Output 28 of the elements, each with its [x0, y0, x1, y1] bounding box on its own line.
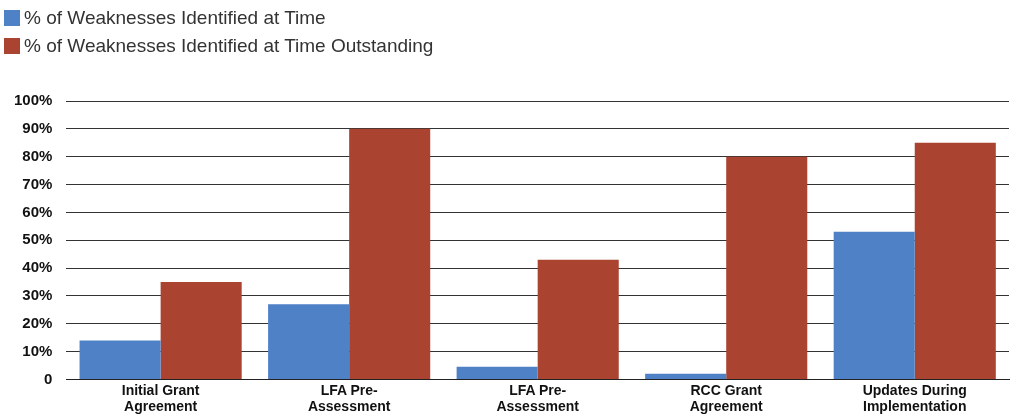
bar	[726, 156, 808, 379]
x-tick-label: RCC Grant Agreement	[689, 381, 764, 415]
y-tick-label: 20%	[22, 313, 53, 331]
y-tick-label: 60%	[22, 202, 53, 220]
x-tick-label: Initial Grant Agreement	[121, 381, 200, 415]
bar	[160, 281, 242, 379]
y-tick-label: 50%	[22, 230, 53, 248]
y-tick-label: 70%	[22, 174, 53, 192]
legend-label: % of Weaknesses Identified at Time Outstanding	[24, 35, 434, 57]
bar	[914, 142, 996, 379]
y-tick-label: 0	[44, 369, 53, 387]
y-tick-label: 90%	[22, 118, 53, 136]
x-tick-label: LFA Pre-Assessment	[496, 381, 580, 415]
bar	[79, 340, 161, 379]
bar	[645, 373, 727, 379]
bar	[537, 259, 619, 379]
y-tick-label: 100%	[13, 91, 53, 109]
x-tick-label: LFA Pre-Assessment	[307, 381, 391, 415]
y-tick-label: 30%	[22, 286, 53, 304]
bar	[268, 304, 350, 379]
bar	[833, 231, 915, 379]
bar	[349, 128, 431, 379]
y-tick-label: 10%	[22, 341, 53, 359]
bar	[456, 366, 538, 379]
legend-label: % of Weaknesses Identified at Time	[24, 7, 326, 29]
y-tick-label: 40%	[22, 258, 53, 276]
y-tick-label: 80%	[22, 146, 53, 164]
x-tick-label: Updates During Implementation	[862, 381, 967, 415]
